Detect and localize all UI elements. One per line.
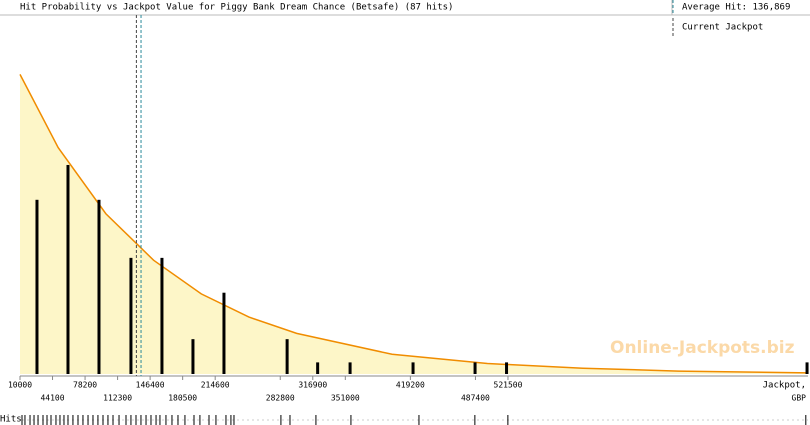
bar: [285, 339, 289, 374]
curve-area: [20, 74, 808, 375]
bar: [191, 339, 195, 374]
bar: [348, 362, 352, 374]
bar: [160, 257, 164, 374]
x-tick-label: 214600: [201, 381, 230, 390]
bar: [411, 362, 415, 374]
bar: [316, 362, 320, 374]
x-tick-label: 316900: [298, 381, 327, 390]
bar: [97, 199, 101, 374]
x-tick-label: 180500: [168, 394, 197, 403]
x-tick-label: 487400: [461, 394, 490, 403]
x-tick-label: 44100: [40, 394, 64, 403]
x-tick-label: 78200: [73, 381, 97, 390]
chart-title: Hit Probability vs Jackpot Value for Pig…: [20, 3, 453, 13]
rug-label: Hits: [0, 415, 22, 425]
x-tick-label: 282800: [266, 394, 295, 403]
x-tick-label: 10000: [8, 381, 32, 390]
x-tick-label: 351000: [331, 394, 360, 403]
x-tick-label: 146400: [136, 381, 165, 390]
bar: [473, 362, 477, 374]
x-axis-label: Jackpot,: [763, 381, 806, 391]
x-tick-label: 521500: [494, 381, 523, 390]
bar: [129, 257, 133, 374]
x-tick-label: 112300: [103, 394, 132, 403]
bar: [222, 292, 226, 374]
bar: [66, 164, 70, 374]
watermark: Online-Jackpots.biz: [610, 338, 795, 358]
legend-current: Current Jackpot: [682, 23, 763, 33]
x-axis-label: GBP: [792, 394, 807, 403]
bar: [505, 362, 509, 374]
legend-average: Average Hit: 136,869: [682, 3, 790, 13]
x-tick-label: 419200: [396, 381, 425, 390]
bar: [805, 362, 809, 374]
bar: [35, 199, 39, 374]
